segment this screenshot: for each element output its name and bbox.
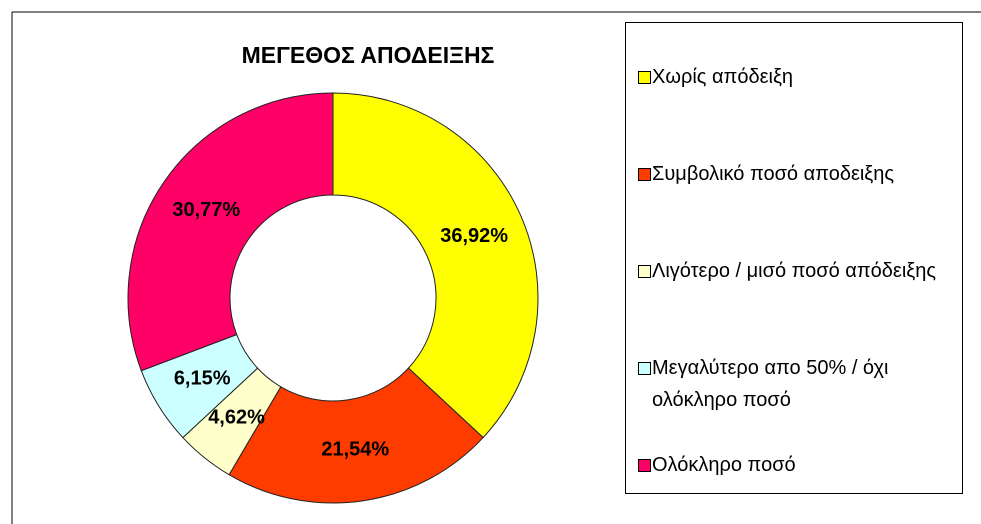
data-label: 21,54% — [321, 439, 389, 461]
legend-label: Συμβολικό ποσό αποδειξης — [652, 163, 895, 185]
legend-item: Λιγότερο / μισό ποσό απόδειξης — [634, 255, 954, 287]
chart-title: ΜΕΓΕΘΟΣ ΑΠΟΔΕΙΞΗΣ — [242, 42, 495, 68]
legend-swatch — [638, 71, 651, 84]
legend-item: Συμβολικό ποσό αποδειξης — [634, 158, 954, 190]
data-label: 36,92% — [440, 225, 508, 247]
legend-label: Ολόκληρο ποσό — [652, 454, 796, 476]
data-label: 30,77% — [172, 199, 240, 221]
legend-swatch — [638, 168, 651, 181]
legend-label: Λιγότερο / μισό ποσό απόδειξης — [652, 260, 936, 282]
legend-item: Ολόκληρο ποσό — [634, 449, 954, 481]
donut-segment — [228, 367, 484, 504]
legend-item: Μεγαλύτερο απο 50% / όχι ολόκληρο ποσό — [634, 352, 954, 416]
legend-swatch — [638, 265, 651, 278]
data-label: 4,62% — [208, 406, 265, 428]
legend-swatch — [638, 459, 651, 472]
legend-item: Χωρίς απόδειξη — [634, 61, 954, 93]
legend: Χωρίς απόδειξη Συμβολικό ποσό αποδειξης Λι… — [625, 22, 963, 494]
donut-segment — [332, 92, 539, 439]
donut-segment — [127, 92, 334, 372]
legend-label: Χωρίς απόδειξη — [652, 66, 794, 88]
legend-swatch — [638, 362, 651, 375]
data-label: 6,15% — [174, 368, 231, 390]
legend-label: Μεγαλύτερο απο 50% / όχι ολόκληρο ποσό — [652, 357, 889, 411]
